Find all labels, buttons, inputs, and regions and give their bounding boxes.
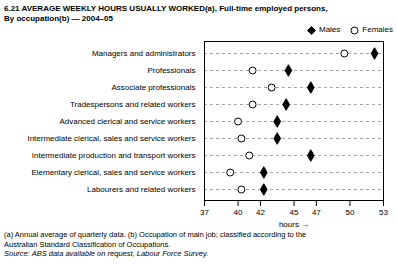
svg-text:Tradespersons and related work: Tradespersons and related workers xyxy=(70,100,196,109)
html-text:Females: Females xyxy=(362,25,393,34)
svg-text:53: 53 xyxy=(379,208,388,217)
svg-text:Elementary clerical, sales and: Elementary clerical, sales and service w… xyxy=(31,168,195,177)
svg-text:Professionals: Professionals xyxy=(147,66,195,75)
svg-text:Intermediate production and tr: Intermediate production and transport wo… xyxy=(32,151,196,160)
svg-text:37: 37 xyxy=(200,208,209,217)
html-text:6.21 AVERAGE WEEKLY HOURS USUA: 6.21 AVERAGE WEEKLY HOURS USUALLY WORKED… xyxy=(4,4,328,13)
html-text:Australian Standard Classifica: Australian Standard Classification of Oc… xyxy=(4,239,171,249)
svg-text:Labourers and related workers: Labourers and related workers xyxy=(87,185,196,194)
svg-text:42: 42 xyxy=(256,208,265,217)
html-text:Males: Males xyxy=(319,25,341,34)
svg-text:45: 45 xyxy=(290,208,299,217)
html-text:By occupation(b) — 2004–05: By occupation(b) — 2004–05 xyxy=(4,14,113,23)
html-text:(a) Annual average of quarterl: (a) Annual average of quarterly data. (b… xyxy=(4,230,307,239)
svg-text:47: 47 xyxy=(312,208,321,217)
svg-text:Advanced clerical and service: Advanced clerical and service workers xyxy=(59,117,195,126)
svg-text:50: 50 xyxy=(345,208,354,217)
svg-text:hours →: hours → xyxy=(279,220,309,229)
svg-text:40: 40 xyxy=(234,208,243,217)
svg-text:Associate professionals: Associate professionals xyxy=(111,83,195,92)
svg-text:Intermediate clerical, sales a: Intermediate clerical, sales and service… xyxy=(27,134,195,143)
html-text:Source: ABS data available on: Source: ABS data available on request, L… xyxy=(4,249,209,258)
svg-text:Managers and administrators: Managers and administrators xyxy=(92,49,196,58)
